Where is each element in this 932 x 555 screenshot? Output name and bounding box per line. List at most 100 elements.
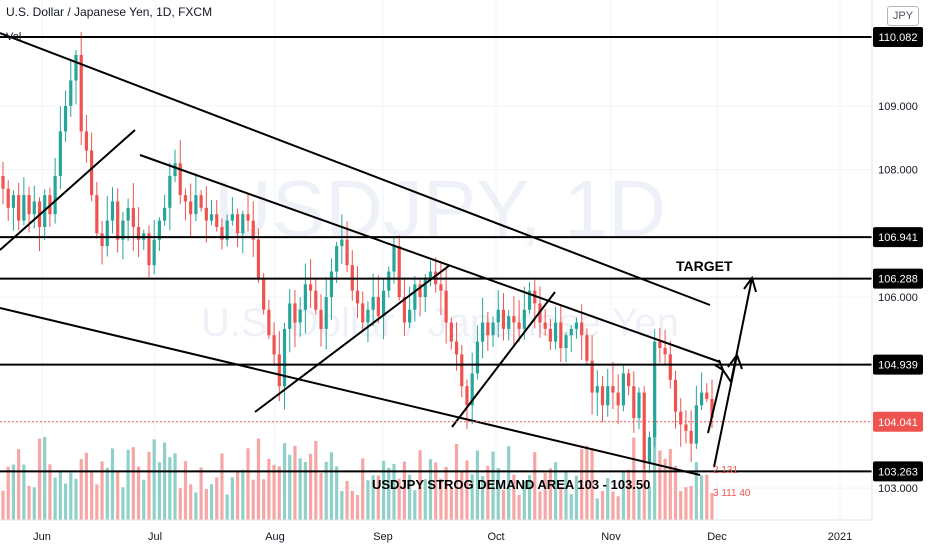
candle xyxy=(272,335,276,355)
candle xyxy=(647,437,652,463)
trend-line xyxy=(254,264,451,413)
candle xyxy=(668,354,672,380)
time-tick-label: Jun xyxy=(33,531,51,543)
volume-bar xyxy=(303,462,307,520)
level-tag xyxy=(873,268,923,289)
volume-bar xyxy=(288,454,292,520)
volume-bar xyxy=(110,448,115,520)
last-price-tag xyxy=(873,411,923,432)
candle xyxy=(303,284,307,310)
volume-bar xyxy=(189,484,193,520)
volume-bar xyxy=(79,459,83,520)
candle xyxy=(79,54,83,132)
volume-bar xyxy=(43,436,47,520)
volume-bar xyxy=(105,467,109,520)
volume-bar xyxy=(569,494,573,520)
volume-bar xyxy=(689,485,693,520)
volume-bar xyxy=(444,466,448,520)
level-tag-label: 106.288 xyxy=(878,274,918,286)
volume-bar xyxy=(209,484,214,520)
candle xyxy=(585,335,589,361)
candle xyxy=(220,226,224,240)
currency-button[interactable]: JPY xyxy=(887,6,919,26)
candle xyxy=(121,220,125,240)
candle xyxy=(621,373,625,406)
time-tick-label: Aug xyxy=(265,531,285,543)
candle xyxy=(11,195,16,208)
volume-bar xyxy=(512,474,516,520)
candle xyxy=(600,386,605,406)
trend-line xyxy=(0,32,711,306)
volume-bar xyxy=(408,474,412,520)
candle xyxy=(475,341,480,374)
candle xyxy=(444,290,448,323)
time-tick-label: 2021 xyxy=(828,531,852,543)
volume-bar xyxy=(616,496,620,520)
volume-bar xyxy=(90,472,94,520)
volume-bar xyxy=(564,471,568,520)
candle xyxy=(95,195,99,234)
candle xyxy=(27,195,31,215)
candle xyxy=(22,195,26,221)
volume-bar xyxy=(350,490,354,520)
candle xyxy=(105,220,109,247)
volume-bar xyxy=(282,443,287,520)
volume-bar xyxy=(460,471,464,520)
candle xyxy=(554,322,558,342)
candle xyxy=(387,271,391,291)
price-level-tags: 110.082 106.941 106.288 104.939 103.263 104.0… xyxy=(873,27,923,482)
candle xyxy=(595,386,599,393)
trend-line xyxy=(0,129,136,251)
volume-bar xyxy=(178,488,182,520)
candle xyxy=(314,290,318,310)
candle xyxy=(501,309,506,329)
candle xyxy=(616,392,620,406)
volume-bar xyxy=(590,448,594,520)
volume-bar xyxy=(163,442,167,520)
target-label: TARGET xyxy=(676,258,733,274)
volume-bar xyxy=(27,485,31,520)
volume-bar xyxy=(637,487,641,520)
volume-bar xyxy=(314,440,318,520)
level-tag-label: 104.939 xyxy=(878,360,918,372)
candle xyxy=(632,386,636,419)
candle xyxy=(402,297,407,323)
time-tick-label: Sep xyxy=(373,531,393,543)
candle xyxy=(486,322,490,336)
time-tick-label: Oct xyxy=(487,531,504,543)
annotations: TARGET USDJPY STROG DEMAND AREA 103 - 10… xyxy=(372,258,751,499)
price-tick-label: 109.000 xyxy=(878,101,918,113)
candle xyxy=(705,392,709,399)
volume-bar xyxy=(230,477,234,520)
candle xyxy=(381,290,386,317)
volume-bar xyxy=(710,492,714,520)
candle xyxy=(710,398,714,419)
candle xyxy=(262,277,266,310)
candle xyxy=(298,309,302,323)
candle xyxy=(512,316,516,323)
candle xyxy=(194,195,198,215)
candle xyxy=(376,297,380,317)
volume-bar xyxy=(183,461,188,520)
price-tick-label: 103.000 xyxy=(878,483,918,495)
volume-bar xyxy=(642,456,646,520)
volume-bar xyxy=(204,488,208,520)
volume-bar xyxy=(402,461,407,520)
candle xyxy=(689,430,693,444)
volume-bar xyxy=(84,452,89,520)
volume-bar xyxy=(595,498,599,520)
candle xyxy=(32,201,36,215)
volume-bar xyxy=(621,471,625,520)
candle xyxy=(527,290,532,310)
candle xyxy=(679,411,683,425)
price-axis: 103.000 106.000 108.000 109.000 xyxy=(878,101,918,495)
volume-bar xyxy=(215,477,219,520)
volume-bar xyxy=(32,487,36,520)
candle xyxy=(335,246,339,272)
candle xyxy=(439,284,443,291)
volume-bar xyxy=(319,472,323,520)
level-tag-label: 106.941 xyxy=(878,232,918,244)
volume-bar xyxy=(397,478,401,520)
